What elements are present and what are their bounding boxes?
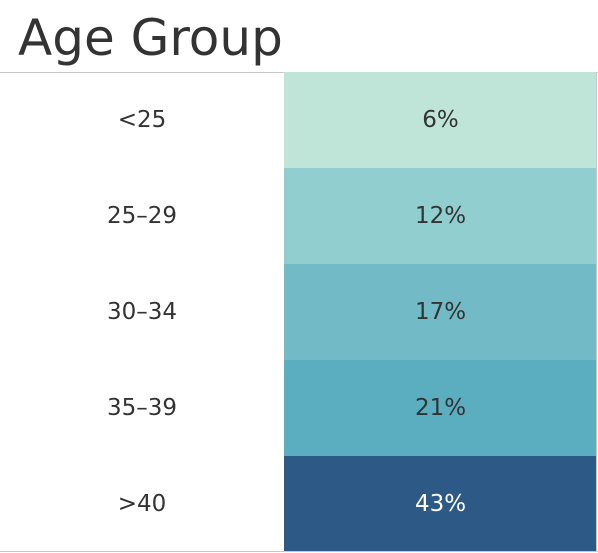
table-right-border bbox=[596, 72, 597, 552]
cell-value-label: 21% bbox=[414, 395, 467, 421]
age-group-table: <25 6% 25–29 12% 30–34 17% 35–39 21% >40 43% bbox=[0, 72, 598, 552]
row-label: 30–34 bbox=[106, 299, 178, 325]
row-label: 25–29 bbox=[106, 203, 178, 229]
cell-value-label: 12% bbox=[414, 203, 467, 229]
table-bottom-border bbox=[0, 551, 598, 552]
heatmap-cell bbox=[284, 360, 597, 456]
heatmap-cell bbox=[284, 264, 597, 360]
heatmap-cell bbox=[284, 72, 597, 168]
chart-title: Age Group bbox=[18, 9, 283, 67]
row-label: <25 bbox=[117, 107, 167, 133]
row-label: 35–39 bbox=[106, 395, 178, 421]
row-label: >40 bbox=[117, 491, 167, 517]
cell-value-label: 17% bbox=[414, 299, 467, 325]
cell-value-label: 43% bbox=[414, 491, 467, 517]
heatmap-cell bbox=[284, 456, 597, 552]
heatmap-cell bbox=[284, 168, 597, 264]
cell-value-label: 6% bbox=[422, 107, 459, 133]
